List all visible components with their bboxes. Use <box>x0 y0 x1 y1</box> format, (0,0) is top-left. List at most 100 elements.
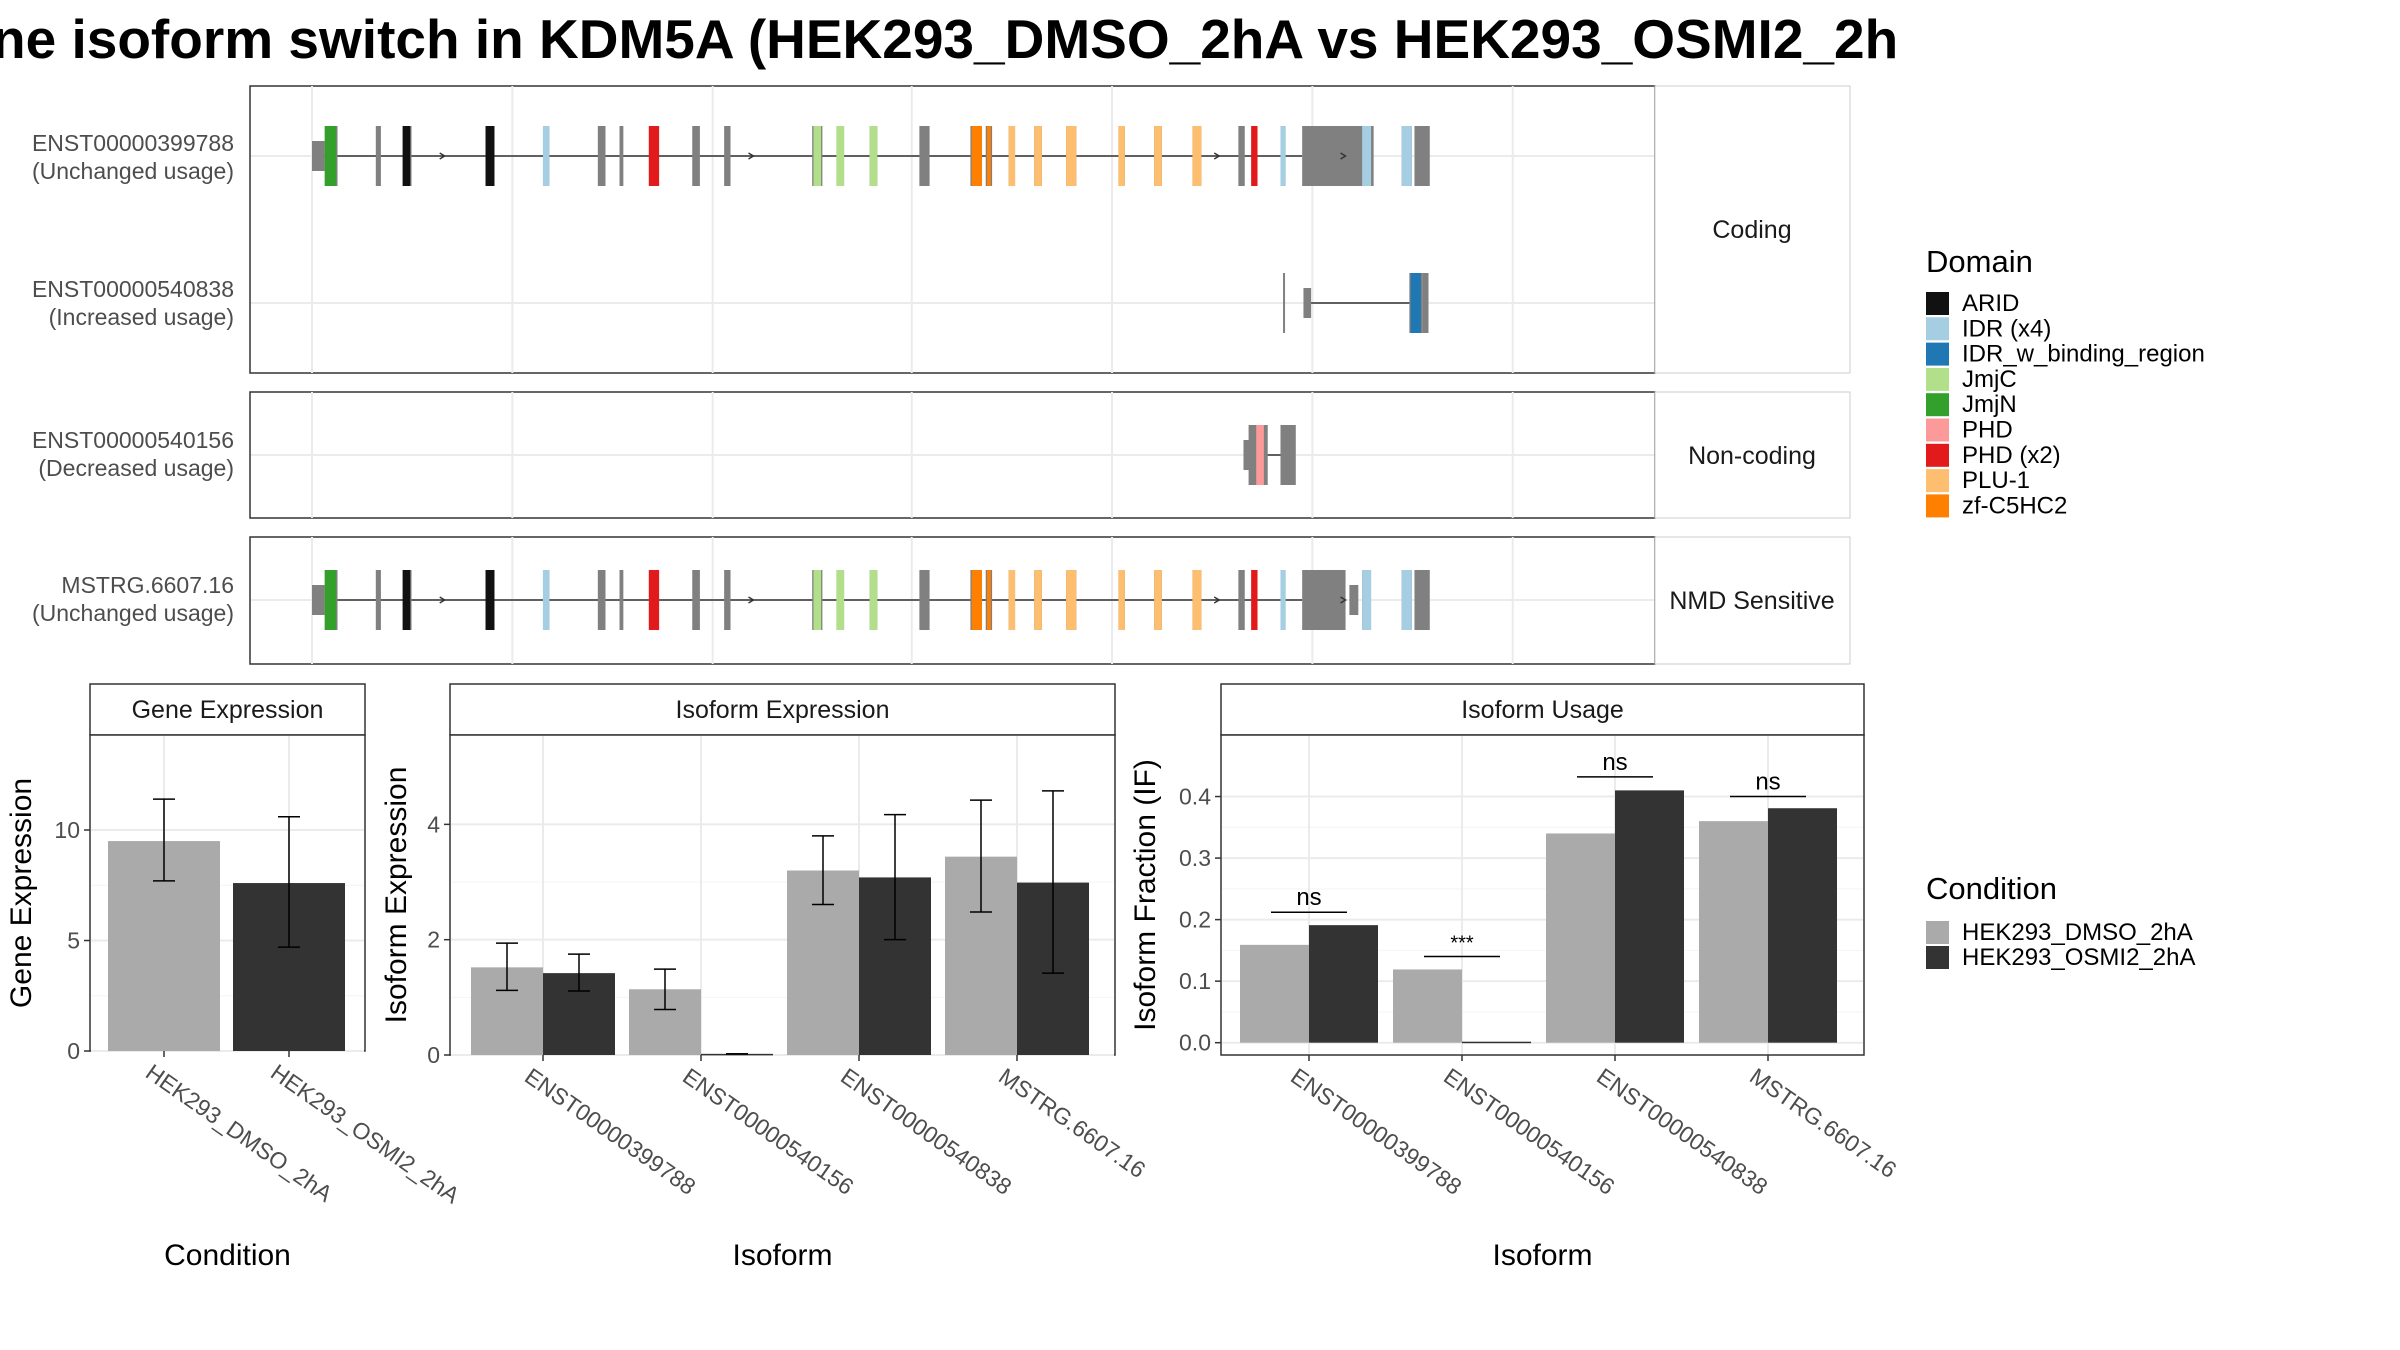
domain-segment <box>1066 570 1077 630</box>
exon <box>375 126 381 186</box>
exon <box>919 570 930 630</box>
domain-segment <box>1362 126 1372 186</box>
legend-item: zf-C5HC2 <box>1926 492 2067 519</box>
isoform-label-usage: (Unchanged usage) <box>32 600 234 626</box>
chart-title: Isoform Expression <box>676 696 890 724</box>
x-tick-label: ENST00000399788 <box>520 1063 700 1200</box>
legend-swatch <box>1926 921 1949 944</box>
y-tick-label: 0 <box>67 1038 80 1064</box>
figure-title: ne isoform switch in KDM5A (HEK293_DMSO_… <box>0 8 1898 70</box>
direction-arrow <box>748 596 755 604</box>
direction-arrow <box>1340 596 1347 604</box>
legend-label: PHD <box>1962 417 2013 444</box>
y-tick-label: 0.4 <box>1179 784 1211 810</box>
domain-segment <box>836 570 845 630</box>
significance-label: ns <box>1296 884 1321 911</box>
legend-swatch <box>1926 367 1949 391</box>
legend-label: IDR (x4) <box>1962 315 2051 342</box>
bar <box>1768 808 1837 1043</box>
exon <box>1422 273 1429 333</box>
exon <box>597 570 606 630</box>
exon <box>919 126 930 186</box>
direction-arrow <box>748 152 755 160</box>
y-tick-label: 4 <box>427 811 440 837</box>
significance-label: *** <box>1450 933 1474 955</box>
isoform-label-id: ENST00000540838 <box>32 276 234 302</box>
legend-item: HEK293_OSMI2_2hA <box>1926 944 2195 971</box>
legend-swatch <box>1926 292 1949 315</box>
strip-noncoding <box>1654 391 1851 519</box>
isoform-structure <box>312 570 1430 630</box>
strip-gene-expression <box>89 683 366 736</box>
legend-swatch <box>1926 418 1949 442</box>
exon <box>724 570 731 630</box>
y-tick-label: 0.3 <box>1179 845 1211 871</box>
domain-segment <box>542 126 550 186</box>
domain-segment <box>1008 570 1016 630</box>
strip-isoform-usage <box>1220 683 1865 736</box>
y-axis-title: Gene Expression <box>5 778 38 1008</box>
domain-segment <box>542 570 550 630</box>
legend-swatch <box>1926 342 1949 366</box>
domain-segment <box>1118 570 1125 630</box>
exon <box>1414 570 1430 630</box>
legend-swatch <box>1926 317 1949 341</box>
domain-segment <box>1251 570 1258 630</box>
x-tick-label: ENST00000540156 <box>678 1063 858 1200</box>
domain-segment <box>1251 126 1258 186</box>
legend-label: PLU-1 <box>1962 467 2030 494</box>
y-tick-label: 5 <box>67 928 80 954</box>
domain-segment <box>1410 273 1421 333</box>
isoform-usage-chart: Isoform Usage 0.00.10.20.30.4ENST0000039… <box>1129 683 1901 1272</box>
domain-segment <box>1034 126 1042 186</box>
exon <box>375 570 381 630</box>
y-tick-label: 0.0 <box>1179 1030 1211 1056</box>
legend-item: PHD <box>1926 417 2013 444</box>
legend-item: ARID <box>1926 290 2019 317</box>
exon <box>1414 126 1430 186</box>
domain-segment <box>1034 570 1042 630</box>
x-tick-label: MSTRG.6607.16 <box>1745 1063 1901 1183</box>
exon <box>1302 570 1346 630</box>
exon <box>1238 570 1245 630</box>
y-tick-label: 10 <box>54 817 80 843</box>
x-axis-title: Isoform <box>1492 1239 1592 1272</box>
domain-segment <box>1362 570 1372 630</box>
bar <box>1699 821 1768 1043</box>
domain-segment <box>1401 126 1412 186</box>
exon <box>1302 126 1374 186</box>
domain-segment <box>1401 570 1412 630</box>
domain-segment <box>648 570 660 630</box>
structure-panel-coding <box>249 85 1656 374</box>
isoform-structure <box>1243 425 1296 485</box>
exon <box>1280 425 1296 485</box>
exon <box>1238 126 1245 186</box>
isoform-structure <box>1283 273 1429 333</box>
domain-segment <box>402 126 411 186</box>
domain-segment <box>1118 126 1125 186</box>
domain-segment <box>1280 126 1286 186</box>
bar <box>1615 790 1684 1043</box>
domain-segment <box>869 570 878 630</box>
exon <box>312 585 325 615</box>
chart-title: Isoform Usage <box>1461 696 1624 724</box>
exon <box>1243 440 1250 470</box>
legend-label: JmjN <box>1962 391 2017 418</box>
strip-nmd-label: NMD Sensitive <box>1669 587 1834 615</box>
y-tick-label: 0.1 <box>1179 968 1211 994</box>
domain-segment <box>813 126 822 186</box>
y-tick-label: 0 <box>427 1042 440 1068</box>
y-axis-title: Isoform Expression <box>380 767 413 1024</box>
legend-item: HEK293_DMSO_2hA <box>1926 919 2193 946</box>
x-tick-label: ENST00000540838 <box>836 1063 1016 1200</box>
direction-arrow <box>439 596 447 604</box>
legend-swatch <box>1926 469 1949 493</box>
y-tick-label: 2 <box>427 927 440 953</box>
domain-segment <box>1154 126 1162 186</box>
bar <box>1393 969 1462 1043</box>
domain-segment <box>869 126 878 186</box>
legend-label: JmjC <box>1962 366 2017 393</box>
exon <box>1283 273 1286 333</box>
